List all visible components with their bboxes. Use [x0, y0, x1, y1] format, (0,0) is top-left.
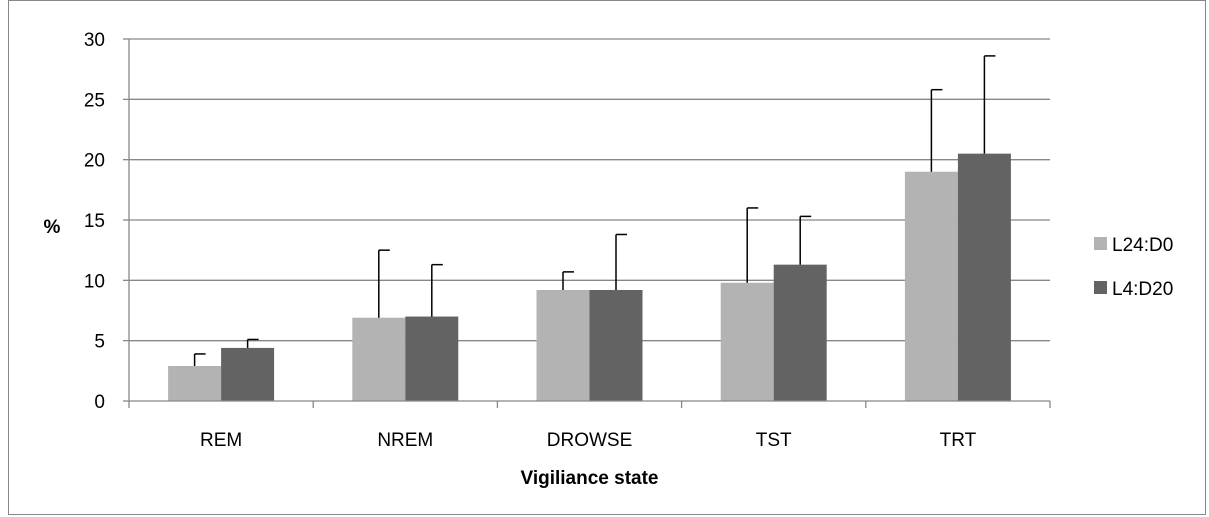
legend-swatch — [1094, 237, 1107, 250]
y-tick-label: 5 — [94, 332, 105, 353]
error-bars — [193, 55, 996, 367]
bar-drowse-series-1 — [536, 289, 590, 401]
legend: L24:D0 L4:D20 — [1094, 235, 1173, 300]
bar-drowse-series-2 — [589, 289, 643, 401]
x-axis-title: Vigiliance state — [521, 468, 659, 489]
bar-rem-series-1 — [168, 366, 222, 401]
bar-nrem-series-2 — [405, 316, 459, 401]
y-tick-label: 0 — [94, 392, 105, 413]
bar-trt-series-1 — [904, 171, 958, 401]
tick-labels: 0 5 10 15 20 25 30 REM NREM DROWSE TST TRT — [84, 30, 977, 451]
bar-tst-series-2 — [773, 264, 827, 401]
legend-label: L24:D0 — [1112, 235, 1173, 256]
y-tick-label: 20 — [84, 151, 105, 172]
x-tick-label: DROWSE — [547, 430, 633, 451]
bar-tst-series-1 — [720, 282, 774, 401]
bar-trt-series-2 — [957, 153, 1011, 401]
gridlines — [129, 38, 1050, 342]
axes — [123, 38, 1051, 408]
y-axis-title: % — [44, 217, 61, 238]
legend-label: L4:D20 — [1112, 279, 1173, 300]
bar-nrem-series-1 — [352, 317, 406, 401]
legend-swatch — [1094, 281, 1107, 294]
x-tick-label: TST — [756, 430, 792, 451]
y-tick-label: 10 — [84, 271, 105, 292]
y-tick-label: 30 — [84, 30, 105, 51]
y-tick-label: 25 — [84, 90, 105, 111]
x-tick-label: TRT — [940, 430, 977, 451]
x-tick-label: NREM — [377, 430, 433, 451]
bars — [168, 153, 1011, 401]
bar-rem-series-2 — [221, 347, 275, 401]
y-tick-label: 15 — [84, 211, 105, 232]
x-tick-label: REM — [200, 430, 242, 451]
